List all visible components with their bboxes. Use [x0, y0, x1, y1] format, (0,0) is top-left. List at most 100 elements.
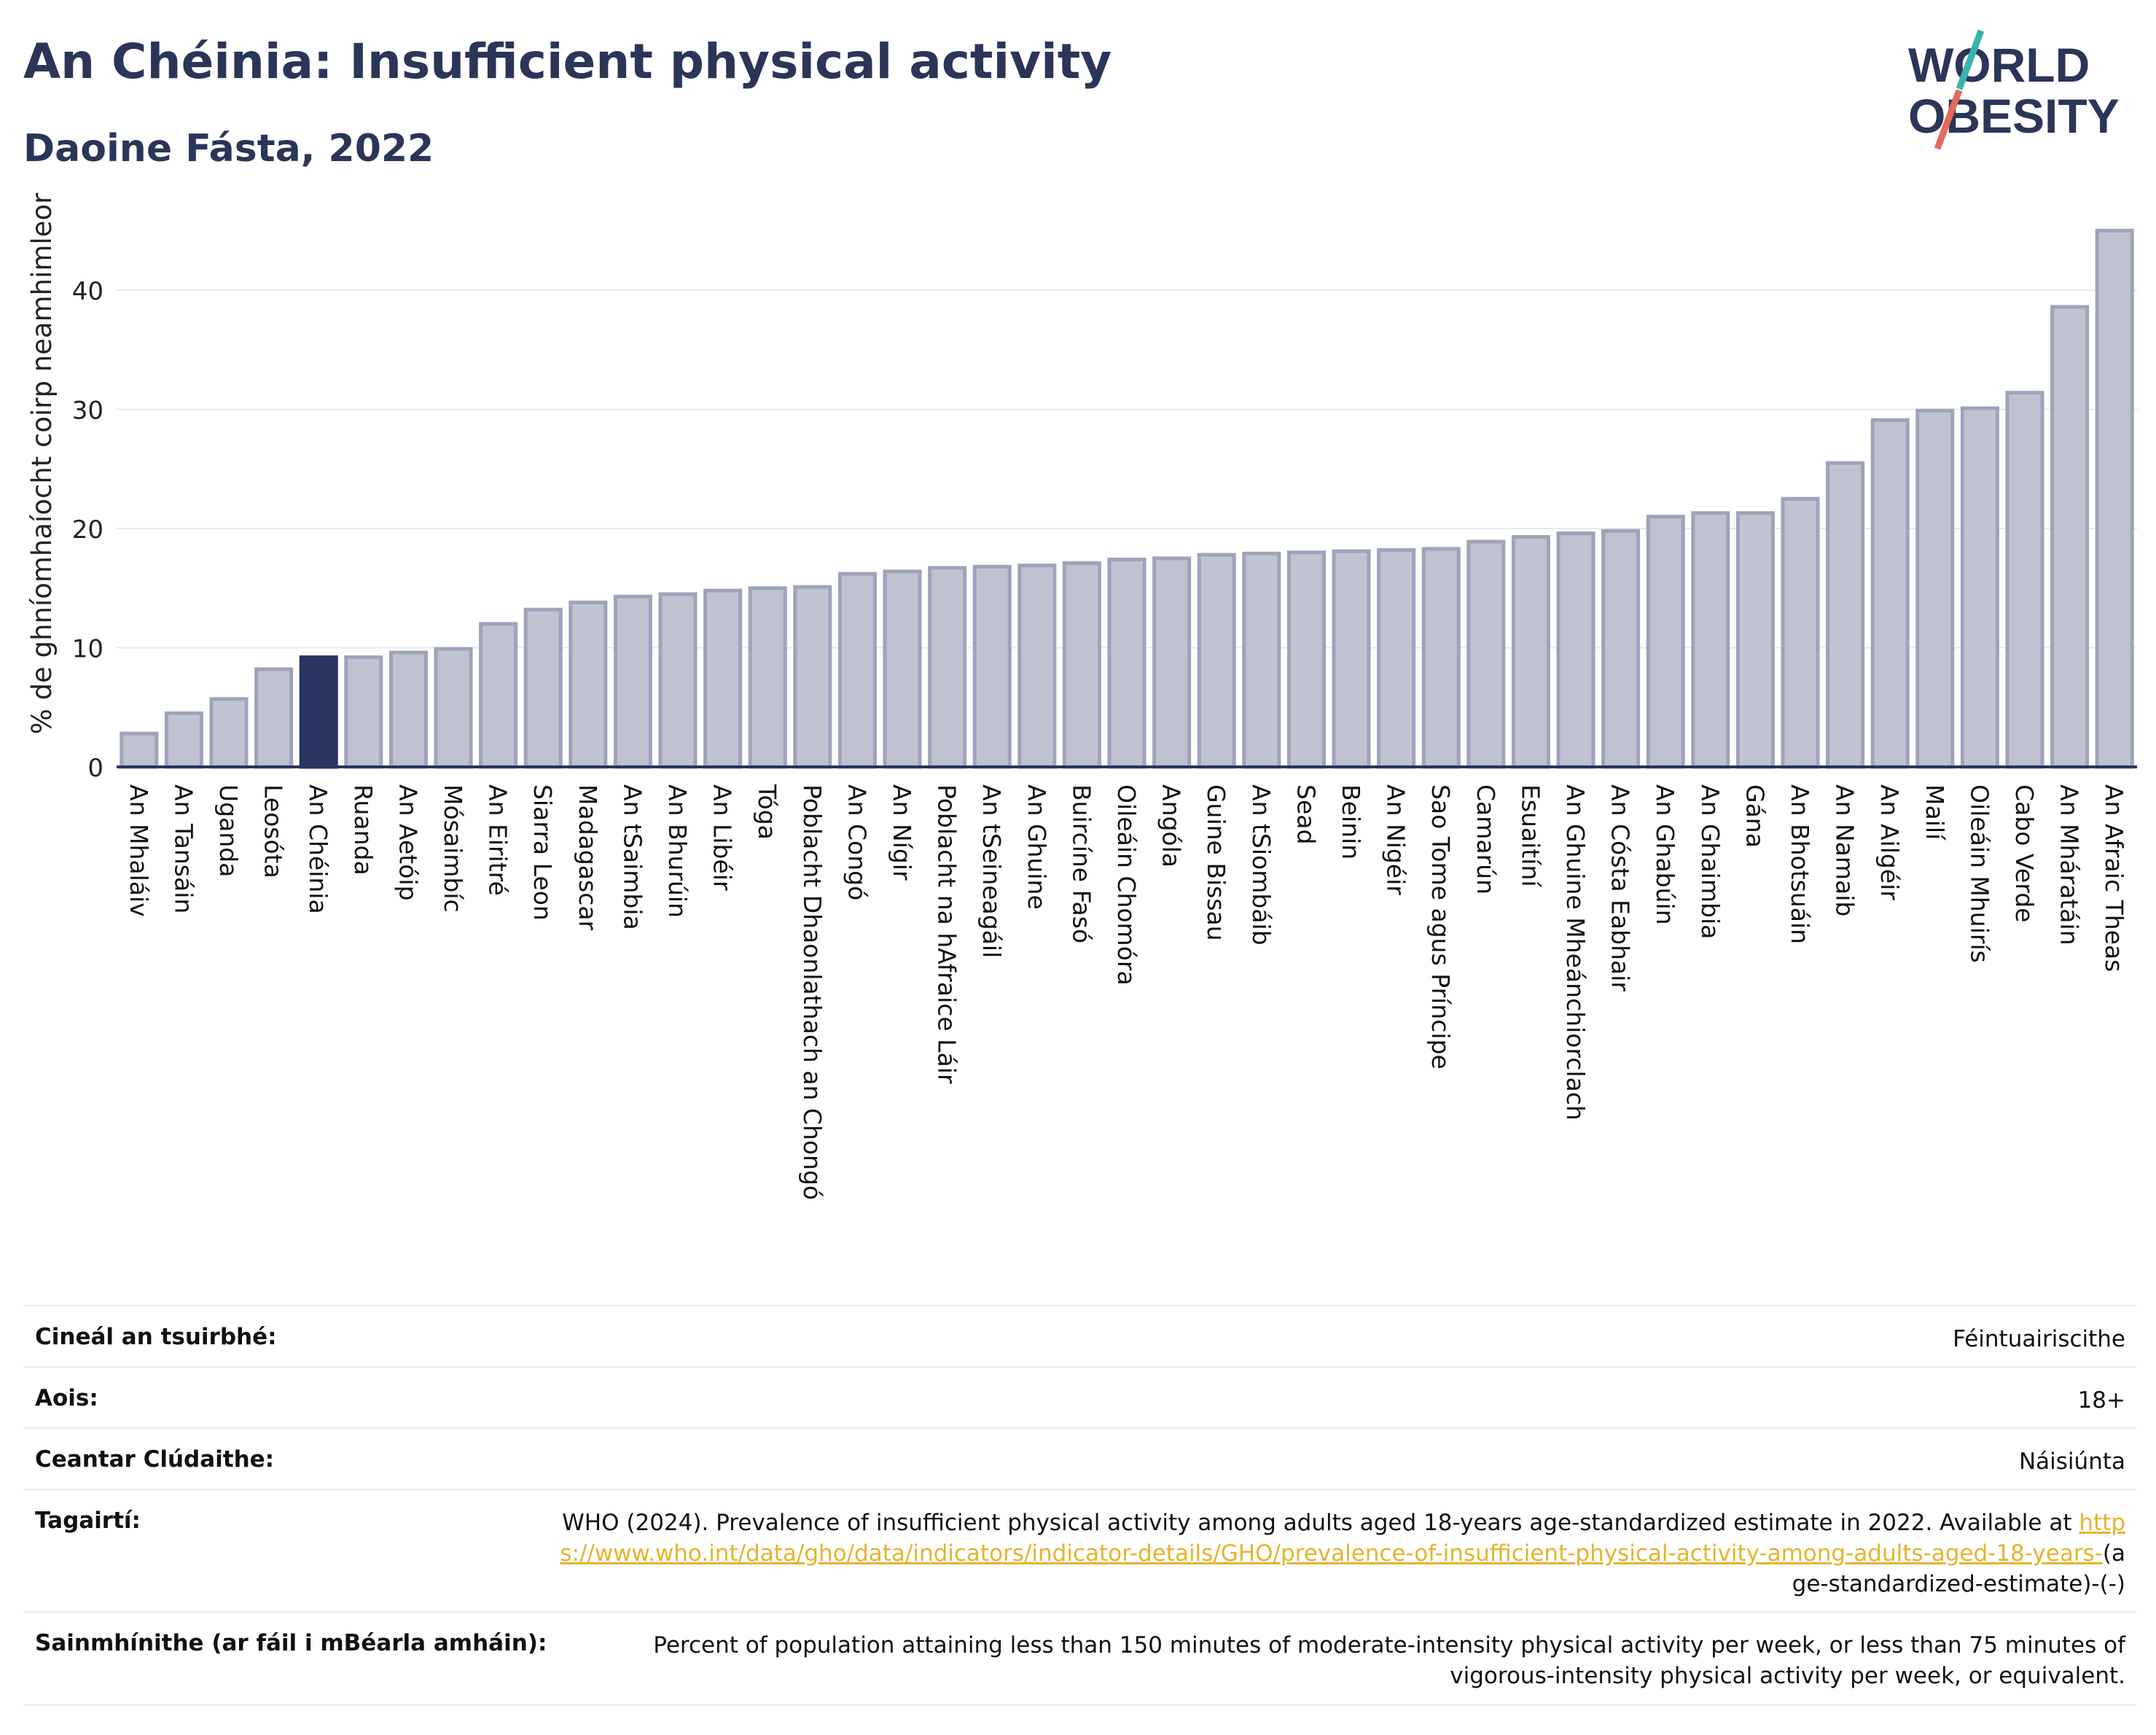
x-tick-label: Poblacht Dhaonlathach an Chongó	[798, 784, 827, 1200]
logo-slash-coral	[1934, 89, 1963, 150]
bar-madagascar	[569, 600, 608, 769]
x-tick-label: An Ailgéir	[1875, 784, 1904, 900]
x-tick-label: Angóla	[1157, 784, 1186, 868]
x-tick-label: Leosóta	[259, 784, 288, 878]
details-table: Cineál an tsuirbhé: Féintuairiscithe Aois:…	[23, 1305, 2137, 1706]
x-tick-label: An tSeineagáil	[977, 784, 1006, 958]
x-tick-label: An Congó	[843, 784, 871, 900]
details-value: Féintuairiscithe	[1953, 1326, 2125, 1352]
bar-an-eiritr-	[479, 622, 518, 769]
reference-suffix: (age-standardized-estimate)-(-)	[1792, 1540, 2125, 1597]
y-tick-label: 20	[72, 515, 103, 545]
x-tick-label: Oileáin Mhuirís	[1965, 784, 1993, 963]
bar-an-tsaimbia	[613, 594, 652, 769]
bar-camar-n	[1466, 539, 1506, 769]
details-row: Sainmhínithe (ar fáil i mBéarla amháin):…	[23, 1611, 2137, 1706]
bar-an-namaib	[1826, 461, 1865, 769]
details-row: Cineál an tsuirbhé: Féintuairiscithe	[23, 1305, 2137, 1366]
x-tick-label: Ruanda	[349, 784, 378, 876]
x-tick-label: An Chéinia	[304, 784, 332, 914]
details-value: 18+	[2077, 1387, 2125, 1414]
x-tick-label: An Eiritré	[484, 784, 512, 896]
bar-an-ghab-in	[1646, 515, 1685, 769]
x-tick-label: An Cósta Eabhair	[1606, 784, 1635, 991]
bar-ang-la	[1152, 556, 1192, 769]
bar-beinin	[1332, 549, 1371, 769]
bar-t-ga	[748, 586, 787, 769]
bar-sead	[1286, 550, 1326, 769]
bar-an-n-gir	[883, 569, 922, 769]
bar-an-tsiomb-ib	[1242, 551, 1281, 769]
bar-an-tseineag-il	[972, 564, 1012, 769]
bar-an-afraic-theas	[2095, 228, 2134, 769]
bar-uganda	[209, 697, 249, 769]
x-tick-label: Mósaimbíc	[439, 784, 467, 913]
details-label: Cineál an tsuirbhé:	[35, 1324, 277, 1350]
x-tick-label: Uganda	[214, 784, 243, 877]
x-tick-label: An Tansáin	[169, 784, 198, 913]
bar-an-mh-rat-in	[2050, 305, 2090, 769]
x-tick-label: An Ghuine Mheánchiorclach	[1561, 784, 1590, 1120]
bar-an-ailg-ir	[1870, 418, 1910, 769]
x-tick-label: Cabo Verde	[2010, 784, 2039, 922]
bar-an-lib-ir	[703, 588, 743, 769]
x-axis-ticks: An Mhaláiv An Tansáin Uganda Leosóta An Chéi…	[125, 784, 2128, 1200]
x-tick-label: An Ghabúin	[1651, 784, 1679, 925]
bar-an-ghuine-mhe-nchiorclach	[1556, 531, 1595, 769]
x-tick-label: An tSaimbia	[618, 784, 647, 930]
x-tick-label: Guine Bissau	[1202, 784, 1230, 941]
x-tick-label: Madagascar	[574, 784, 602, 931]
x-tick-label: An Ghaimbia	[1696, 784, 1725, 939]
logo-slash-teal	[1956, 29, 1985, 90]
bar-poblacht-na-hafraice-l-ir	[928, 566, 967, 769]
bar-chart: 0 10 20 30 40 % de ghníomhaíocht coirp neamh…	[26, 192, 2137, 1200]
bar-guine-bissau	[1197, 553, 1236, 769]
details-label: Tagairtí:	[35, 1508, 141, 1534]
x-tick-label: An Bhotsuáin	[1786, 784, 1814, 944]
bar-an-ghuine	[1018, 564, 1057, 769]
bar-siarra-leon	[523, 607, 563, 769]
reference-link[interactable]: https://www.who.int/data/gho/data/indica…	[560, 1510, 2125, 1567]
chart-subtitle: Daoine Fásta, 2022	[23, 127, 434, 171]
bar-an-c-sta-eabhair	[1601, 529, 1641, 769]
x-tick-label: Oileáin Chomóra	[1112, 784, 1141, 986]
bar-an-bhotsu-in	[1781, 496, 1820, 769]
bar-an-aet-ip	[388, 650, 428, 769]
x-tick-label: Tóga	[753, 784, 781, 840]
y-tick-label: 10	[72, 635, 103, 664]
bar-mail-	[1915, 408, 1955, 769]
details-row: Tagairtí: WHO (2024). Prevalence of insuf…	[23, 1489, 2137, 1611]
x-tick-label: An Aetóip	[394, 784, 422, 901]
x-tick-label: Mailí	[1921, 784, 1949, 841]
bar-ruanda	[344, 655, 383, 769]
bar-an-ch-inia	[299, 655, 338, 769]
x-tick-label: Esuaitíní	[1516, 784, 1544, 888]
bar-an-mhal-iv	[120, 731, 159, 769]
x-tick-label: An Ghuine	[1023, 784, 1051, 910]
bar-an-bhur-in	[658, 592, 698, 769]
x-tick-label: Siarra Leon	[528, 784, 557, 921]
details-value: WHO (2024). Prevalence of insufficient p…	[560, 1510, 2125, 1597]
bar-sao-tome-agus-pr-ncipe	[1421, 547, 1461, 769]
y-axis-ticks: 0 10 20 30 40	[72, 277, 103, 783]
x-tick-label: Beinin	[1337, 784, 1365, 859]
world-obesity-logo: WORLD OBESITY	[1908, 29, 2120, 150]
bar-cabo-verde	[2005, 391, 2044, 769]
bar-g-na	[1735, 511, 1775, 769]
y-axis-label: % de ghníomhaíocht coirp neamhimleor	[26, 192, 58, 734]
bar-oile-in-mhuir-s	[1960, 406, 1999, 769]
bar-buirc-ne-fas-	[1062, 561, 1101, 769]
bar-oile-in-chom-ra	[1107, 558, 1147, 769]
bar-m-saimb-c	[434, 647, 473, 769]
logo-line-1: WORLD	[1908, 38, 2090, 92]
x-tick-label: An tSiombáib	[1247, 784, 1276, 946]
details-value: Náisiúnta	[2018, 1449, 2125, 1475]
x-tick-label: An Libéir	[708, 784, 737, 891]
bar-an-nig-ir	[1377, 547, 1416, 769]
x-tick-label: An Afraic Theas	[2100, 784, 2128, 972]
bar-poblacht-dhaonlathach-an-chong-	[793, 585, 832, 769]
x-tick-label: Sead	[1292, 784, 1320, 844]
x-tick-label: An Bhurúin	[663, 784, 692, 918]
y-tick-label: 30	[72, 397, 103, 426]
x-tick-label: Buircíne Fasó	[1067, 784, 1095, 943]
